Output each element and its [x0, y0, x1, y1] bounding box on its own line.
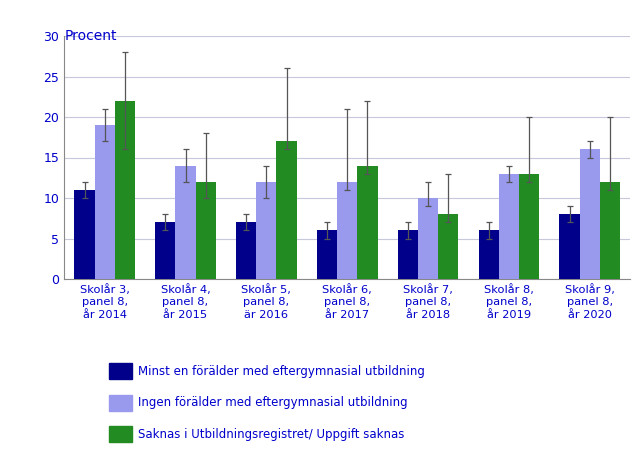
Bar	[155, 222, 176, 279]
Bar	[418, 198, 438, 279]
Bar	[95, 125, 115, 279]
Bar	[438, 214, 458, 279]
Bar	[559, 214, 579, 279]
Text: Minst en förälder med eftergymnasial utbildning: Minst en förälder med eftergymnasial utb…	[138, 365, 425, 378]
Bar	[519, 174, 539, 279]
Bar	[398, 230, 418, 279]
Bar	[195, 182, 216, 279]
Bar	[579, 149, 600, 279]
Bar	[317, 230, 337, 279]
Bar	[600, 182, 620, 279]
Bar	[236, 222, 257, 279]
Text: Procent: Procent	[64, 29, 117, 43]
Bar	[358, 166, 377, 279]
Text: Ingen förälder med eftergymnasial utbildning: Ingen förälder med eftergymnasial utbild…	[138, 396, 408, 409]
Bar	[276, 141, 296, 279]
Bar	[176, 166, 195, 279]
Bar	[499, 174, 519, 279]
Bar	[337, 182, 358, 279]
Bar	[257, 182, 276, 279]
Bar	[115, 101, 135, 279]
Bar	[75, 190, 95, 279]
Bar	[478, 230, 499, 279]
Text: Saknas i Utbildningsregistret/ Uppgift saknas: Saknas i Utbildningsregistret/ Uppgift s…	[138, 428, 404, 441]
